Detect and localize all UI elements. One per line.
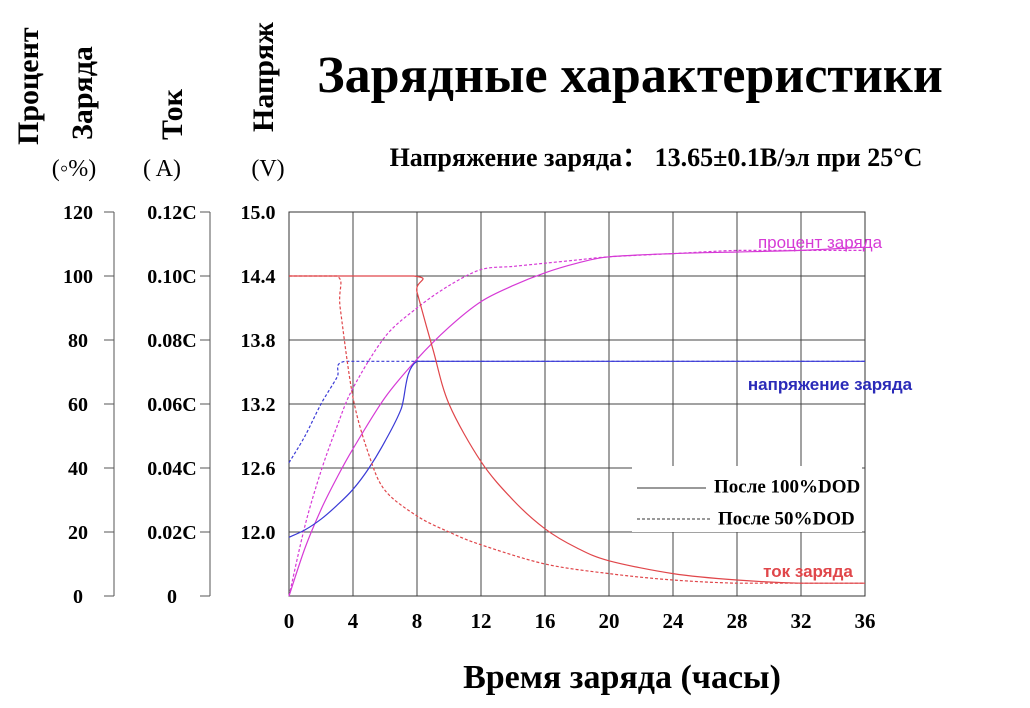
voltage-curve-label: напряжение заряда xyxy=(748,375,913,394)
current-axis-title: Ток xyxy=(156,88,189,140)
x-tick-label: 24 xyxy=(663,609,685,633)
percent-tick-label: 60 xyxy=(68,394,88,416)
percent-curve-label: процент заряда xyxy=(758,233,883,252)
current-tick-label: 0.10C xyxy=(147,266,196,288)
percent-dashed-series-line xyxy=(288,249,865,597)
x-tick-labels: 0 4 8 12 16 20 24 28 32 36 xyxy=(284,609,876,633)
voltage-tick-label: 13.8 xyxy=(241,330,276,352)
series-group xyxy=(288,246,866,597)
percent-axis-unit: (◦%) xyxy=(52,156,96,182)
current-tick-label: 0.02C xyxy=(147,522,196,544)
voltage-tick-labels: 12.0 12.6 13.2 13.8 14.4 15.0 xyxy=(241,202,276,544)
percent-axis-title-line2: Заряда xyxy=(66,46,99,140)
x-tick-label: 12 xyxy=(471,609,492,633)
x-tick-label: 36 xyxy=(855,609,876,633)
current-tick-label: 0.06C xyxy=(147,394,196,416)
percent-tick-label: 120 xyxy=(63,202,93,224)
voltage-axis-unit: (V) xyxy=(251,156,284,182)
current-tick-label: 0.12C xyxy=(147,202,196,224)
voltage-dashed-series-line xyxy=(288,360,865,464)
percent-axis-title-line1: Процент xyxy=(12,27,45,145)
percent-tick-label: 40 xyxy=(68,458,88,480)
legend-solid-label: После 100%DOD xyxy=(714,476,860,497)
chart-subtitle: Напряжение заряда： 13.65±0.1В/эл при 25°… xyxy=(390,143,923,172)
voltage-tick-label: 13.2 xyxy=(241,394,276,416)
current-tick-labels: 0 0.02C 0.04C 0.06C 0.08C 0.10C 0.12C xyxy=(147,202,210,608)
percent-solid-series-line xyxy=(288,246,866,597)
x-tick-label: 32 xyxy=(791,609,812,633)
x-tick-label: 0 xyxy=(284,609,295,633)
chart-title: Зарядные характеристики xyxy=(317,47,943,104)
current-tick-label: 0 xyxy=(167,586,177,608)
current-axis-unit: ( A) xyxy=(143,156,181,182)
voltage-tick-label: 12.6 xyxy=(241,458,276,480)
legend-dashed-label: После 50%DOD xyxy=(718,508,855,529)
percent-tick-label: 100 xyxy=(63,266,93,288)
x-tick-label: 4 xyxy=(348,609,359,633)
voltage-axis-title: Напряж xyxy=(247,22,280,132)
percent-tick-label: 20 xyxy=(68,522,88,544)
x-tick-label: 16 xyxy=(535,609,556,633)
percent-tick-label: 0 xyxy=(73,586,83,608)
current-solid-series-line xyxy=(289,275,865,584)
x-axis-title: Время заряда (часы) xyxy=(463,659,781,696)
current-curve-label: ток заряда xyxy=(763,562,853,581)
voltage-tick-label: 12.0 xyxy=(241,522,276,544)
legend-background xyxy=(632,466,862,532)
current-tick-label: 0.08C xyxy=(147,330,196,352)
voltage-tick-label: 14.4 xyxy=(241,266,276,288)
voltage-solid-series-line xyxy=(288,360,865,538)
x-tick-label: 8 xyxy=(412,609,423,633)
percent-tick-labels: 0 20 40 60 80 100 120 xyxy=(63,202,114,608)
x-tick-label: 28 xyxy=(727,609,748,633)
x-tick-label: 20 xyxy=(599,609,620,633)
current-tick-label: 0.04C xyxy=(147,458,196,480)
grid xyxy=(289,212,865,596)
current-dashed-series-line xyxy=(289,275,865,584)
percent-tick-label: 80 xyxy=(68,330,88,352)
voltage-tick-label: 15.0 xyxy=(241,202,276,224)
